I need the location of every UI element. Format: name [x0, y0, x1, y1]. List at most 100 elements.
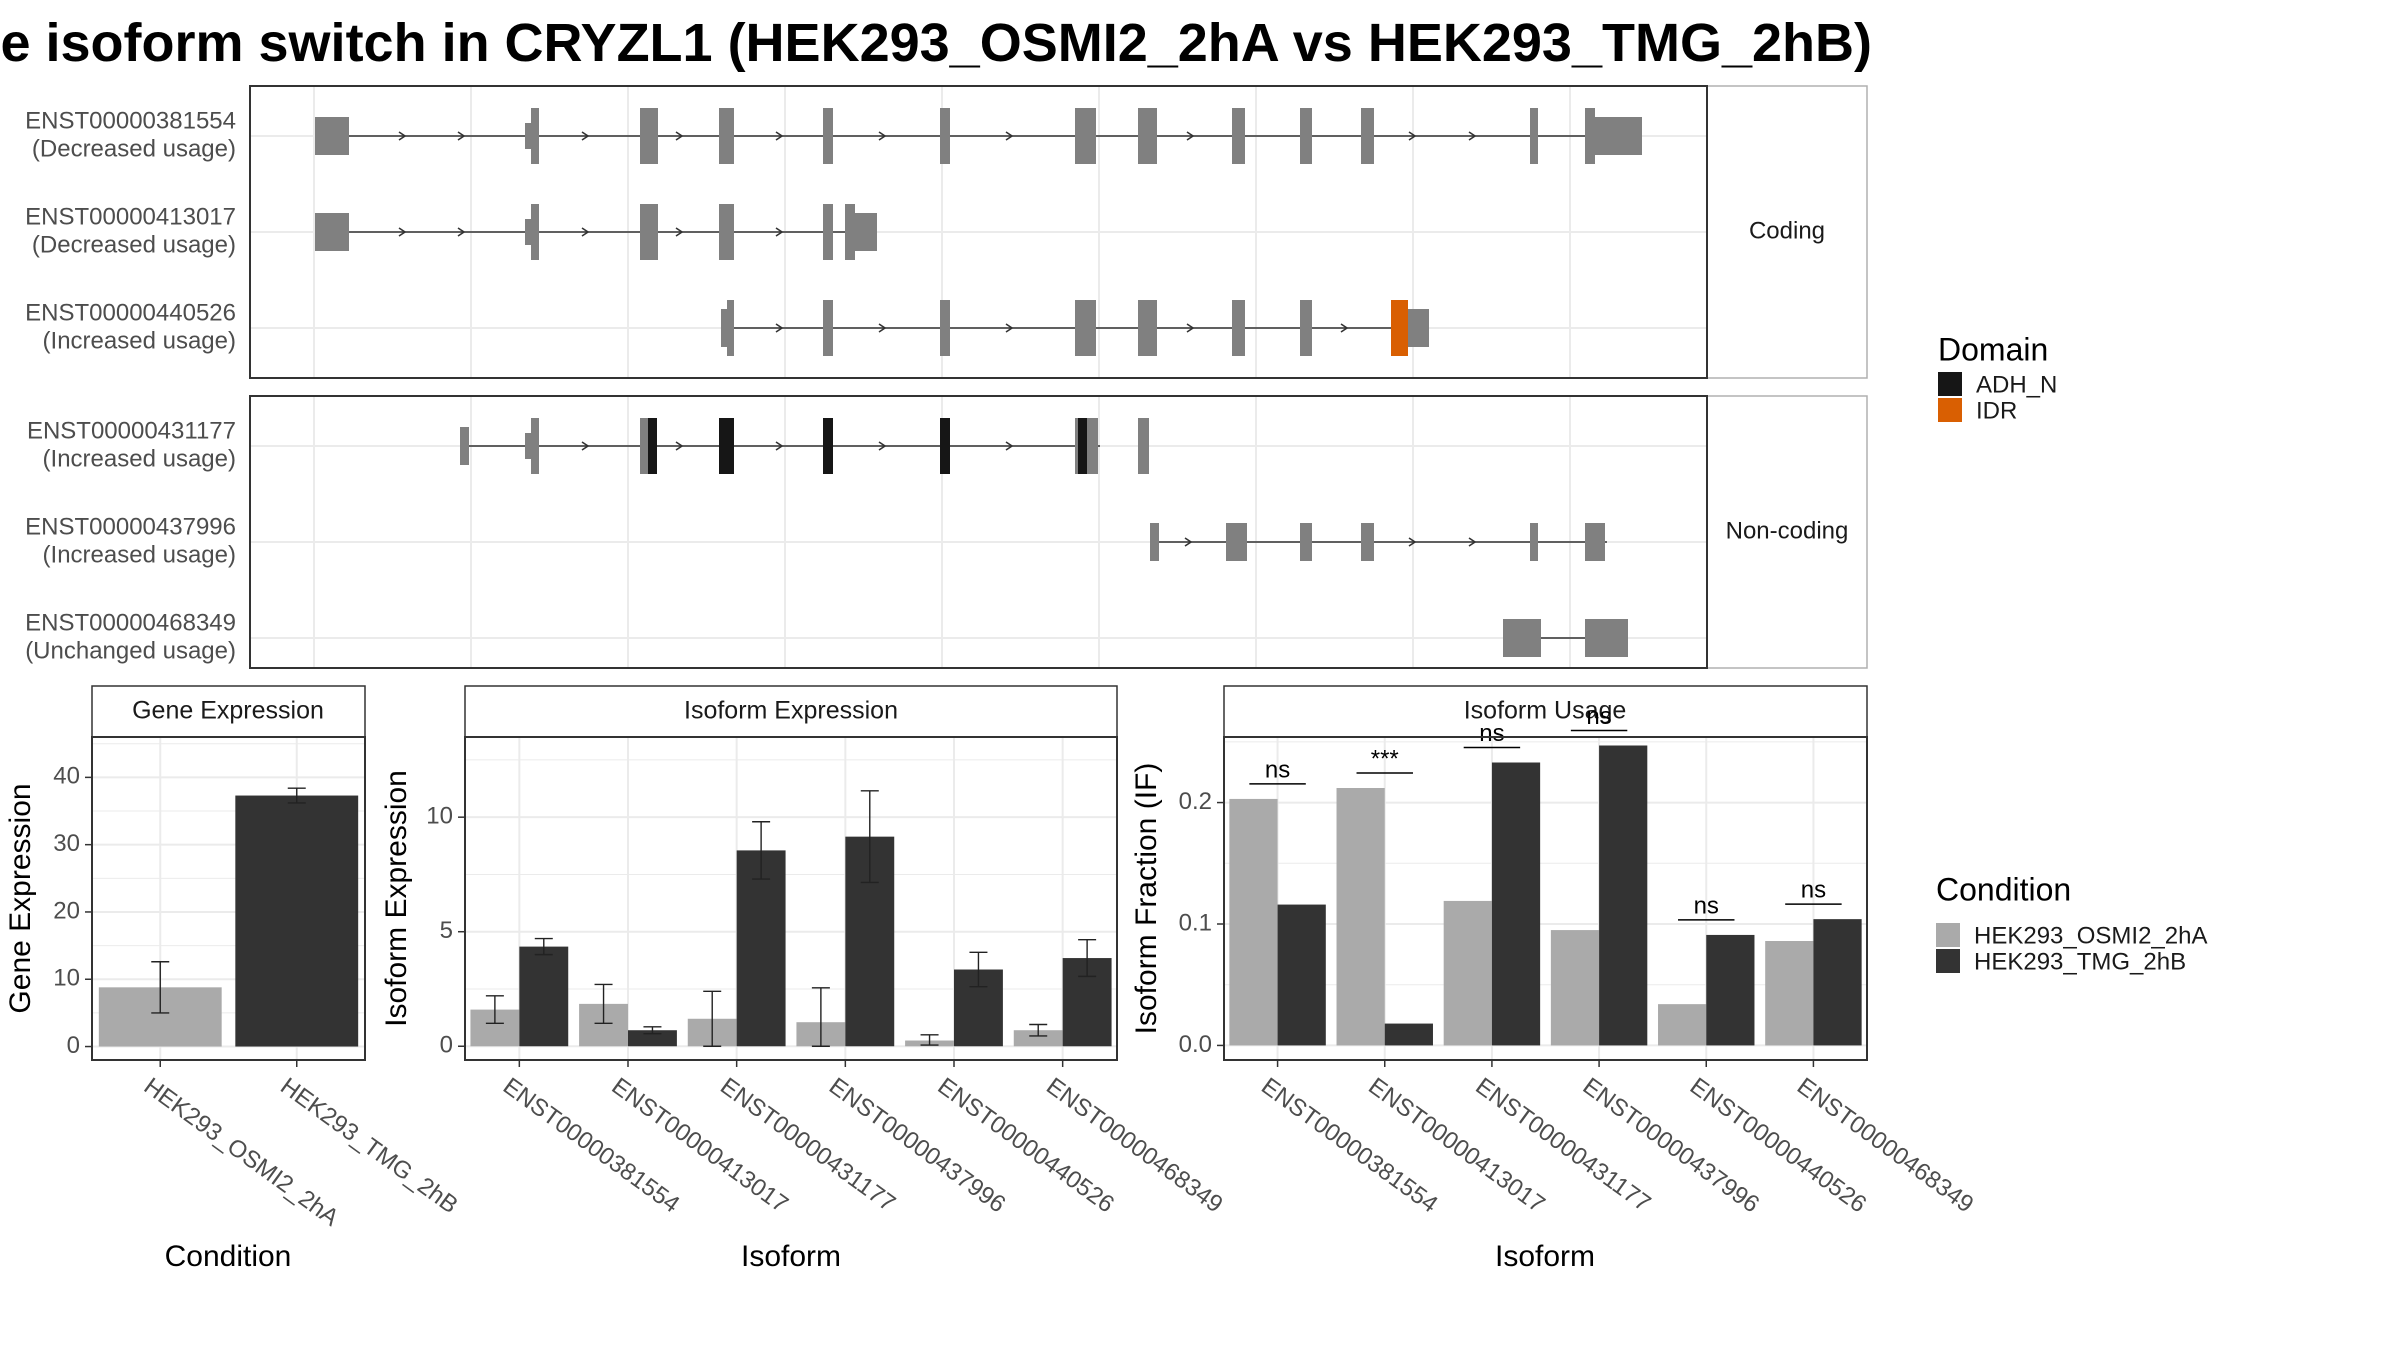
- facet-strip-label: Coding: [1749, 217, 1825, 244]
- y-tick-label: 5: [440, 917, 453, 944]
- bar-tmg: [628, 1030, 677, 1047]
- x-tick-label: ENST00000381554: [1256, 1073, 1442, 1219]
- chart-panel-border: [1223, 736, 1868, 1061]
- chart-panel-border: [91, 736, 366, 1061]
- bar-tmg: [1706, 934, 1755, 1046]
- intron-arrow: [1005, 441, 1014, 451]
- significance-label: ns: [1694, 892, 1719, 919]
- x-axis-title: Isoform: [741, 1240, 841, 1273]
- exon: [1530, 523, 1538, 561]
- exon: [1300, 300, 1312, 356]
- exon: [1087, 418, 1098, 474]
- exon: [1595, 117, 1642, 155]
- bar-osmi: [1658, 1004, 1707, 1046]
- adh-n-domain: [940, 418, 950, 474]
- x-tick-label: ENST00000440526: [933, 1073, 1119, 1219]
- exon: [1300, 108, 1312, 164]
- y-tick-label: 10: [426, 803, 453, 830]
- intron-arrow: [1005, 323, 1014, 333]
- domain-legend-label: ADH_N: [1976, 371, 2057, 398]
- exon: [1300, 523, 1312, 561]
- isoform-status-label: (Unchanged usage): [25, 637, 236, 664]
- exon: [525, 433, 531, 459]
- intron-arrow: [1005, 131, 1014, 141]
- exon: [1530, 108, 1538, 164]
- intron-arrow: [675, 441, 684, 451]
- y-axis-title: Isoform Fraction (IF): [1130, 763, 1163, 1035]
- domain-legend-title: Domain: [1938, 331, 2048, 367]
- exon: [460, 427, 469, 465]
- x-tick-label: ENST00000437996: [1578, 1073, 1764, 1219]
- intron-arrow: [675, 227, 684, 237]
- intron-arrow: [775, 323, 784, 333]
- intron-arrow: [775, 227, 784, 237]
- bar-tmg: [1599, 745, 1648, 1046]
- intron-arrow: [1186, 131, 1195, 141]
- chart-title: Isoform Usage: [1464, 697, 1627, 725]
- isoform-structure-panel: CodingNon-codingENST00000381554(Decrease…: [25, 85, 1868, 669]
- y-tick-label: 20: [53, 897, 80, 924]
- chart-title-strip: [1223, 685, 1868, 738]
- adh-n-domain: [1078, 418, 1087, 474]
- isoform-status-label: (Increased usage): [43, 327, 236, 354]
- figure-title: The isoform switch in CRYZL1 (HEK293_OSM…: [0, 8, 1872, 78]
- condition-legend-title: Condition: [1936, 871, 2071, 907]
- x-tick-label: ENST00000431177: [1471, 1073, 1656, 1218]
- exon: [315, 117, 349, 155]
- exon: [721, 309, 727, 347]
- isoform-id-label: ENST00000437996: [25, 513, 236, 540]
- bar-tmg: [1813, 919, 1862, 1046]
- y-tick-label: 30: [53, 830, 80, 857]
- intron-arrow: [398, 227, 407, 237]
- isoform-id-label: ENST00000440526: [25, 299, 236, 326]
- exon: [823, 204, 833, 260]
- adh-n-domain: [648, 418, 657, 474]
- isoform-id-label: ENST00000381554: [25, 107, 236, 134]
- exon: [525, 123, 531, 149]
- intron-arrow: [1340, 323, 1349, 333]
- domain-legend-key: [1938, 372, 1962, 396]
- exon: [719, 108, 734, 164]
- intron-arrow: [878, 323, 887, 333]
- intron-arrow: [775, 131, 784, 141]
- intron-arrow: [1408, 131, 1417, 141]
- exon: [640, 204, 658, 260]
- chart-title: Gene Expression: [132, 697, 324, 725]
- intron-arrow: [581, 227, 590, 237]
- adh-n-domain: [823, 418, 833, 474]
- y-axis-title: Isoform Expression: [380, 770, 413, 1027]
- isoform-status-label: (Decreased usage): [32, 231, 236, 258]
- intron-arrow: [457, 227, 466, 237]
- y-tick-label: 0.2: [1179, 788, 1212, 815]
- chart-title: Isoform Expression: [684, 697, 898, 725]
- intron-arrow: [1468, 131, 1477, 141]
- bar-osmi: [1229, 798, 1278, 1046]
- bar-osmi: [1765, 941, 1814, 1046]
- y-tick-label: 0: [67, 1032, 80, 1059]
- exon: [531, 204, 539, 260]
- exon: [727, 300, 734, 356]
- exon: [823, 300, 833, 356]
- exon: [1585, 108, 1595, 164]
- exon: [1075, 108, 1096, 164]
- adh-n-domain: [719, 418, 734, 474]
- intron-arrow: [775, 441, 784, 451]
- y-tick-label: 10: [53, 965, 80, 992]
- facet-strip-label: Non-coding: [1726, 517, 1849, 544]
- intron-arrow: [1186, 323, 1195, 333]
- y-axis-title: Gene Expression: [4, 783, 37, 1013]
- panel-border: [249, 395, 1708, 669]
- condition-legend-label: HEK293_OSMI2_2hA: [1974, 922, 2207, 949]
- x-tick-label: ENST00000440526: [1685, 1073, 1871, 1219]
- chart-1: Isoform Expression0510ENST00000381554ENS…: [380, 685, 1228, 1273]
- exon: [1232, 300, 1245, 356]
- x-tick-label: ENST00000431177: [715, 1073, 900, 1218]
- bar-osmi: [1443, 900, 1492, 1046]
- y-tick-label: 0.1: [1179, 909, 1212, 936]
- isoform-status-label: (Decreased usage): [32, 135, 236, 162]
- bar-tmg: [736, 850, 786, 1047]
- x-tick-label: ENST00000381554: [498, 1073, 684, 1219]
- exon: [315, 213, 349, 251]
- bar-tmg: [1491, 762, 1541, 1046]
